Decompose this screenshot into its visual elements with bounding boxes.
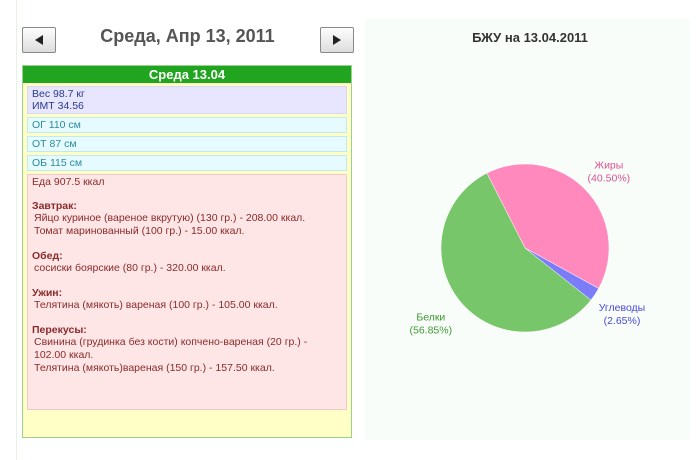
food-total: Еда 907.5 ккал — [32, 176, 105, 188]
body-stats: Вес 98.7 кг ИМТ 34.56 — [27, 86, 347, 114]
next-day-button[interactable] — [320, 27, 354, 53]
measurement: ОГ 110 см — [27, 117, 347, 133]
divider — [16, 0, 17, 460]
meal-item: Яйцо куриное (вареное вкрутую) (130 гр.)… — [34, 212, 306, 224]
measurement: ОБ 115 см — [27, 155, 347, 171]
slice-value-label: (40.50%) — [588, 173, 631, 185]
meal-item: Телятина (мякоть)вареная (150 гр.) - 157… — [34, 362, 275, 374]
slice-value-label: (56.85%) — [410, 324, 453, 336]
weight: Вес 98.7 кг — [32, 88, 85, 100]
bmi: ИМТ 34.56 — [32, 100, 84, 112]
slice-label: Жиры — [594, 160, 623, 172]
slice-label: Белки — [416, 311, 445, 323]
pie-slice — [486, 163, 610, 289]
meal-item: Телятина (мякоть) вареная (100 гр.) - 10… — [34, 299, 278, 311]
meal-item: Томат маринованный (100 гр.) - 15.00 кка… — [34, 225, 245, 237]
meal-name: Завтрак: — [32, 200, 77, 212]
day-panel: Среда 13.04 Вес 98.7 кг ИМТ 34.56 ОГ 110… — [22, 65, 352, 438]
measurement: ОТ 87 см — [27, 136, 347, 152]
food-section: Еда 907.5 ккал Завтрак: Яйцо куриное (вар… — [27, 174, 347, 410]
prev-day-button[interactable] — [22, 27, 56, 53]
panel-title: Среда 13.04 — [23, 66, 351, 83]
meal-item: Свинина (грудинка без кости) копчено-вар… — [34, 336, 308, 361]
slice-label: Углеводы — [599, 302, 646, 314]
meal-name: Ужин: — [32, 287, 63, 299]
slice-value-label: (2.65%) — [604, 315, 641, 327]
meal-name: Обед: — [32, 250, 63, 262]
meal-name: Перекусы: — [32, 324, 87, 336]
meal-item: сосиски боярские (80 гр.) - 320.00 ккал. — [34, 262, 226, 274]
chart-title: БЖУ на 13.04.2011 — [472, 30, 588, 45]
date-heading: Среда, Апр 13, 2011 — [100, 26, 275, 46]
pie-slice — [440, 172, 592, 333]
